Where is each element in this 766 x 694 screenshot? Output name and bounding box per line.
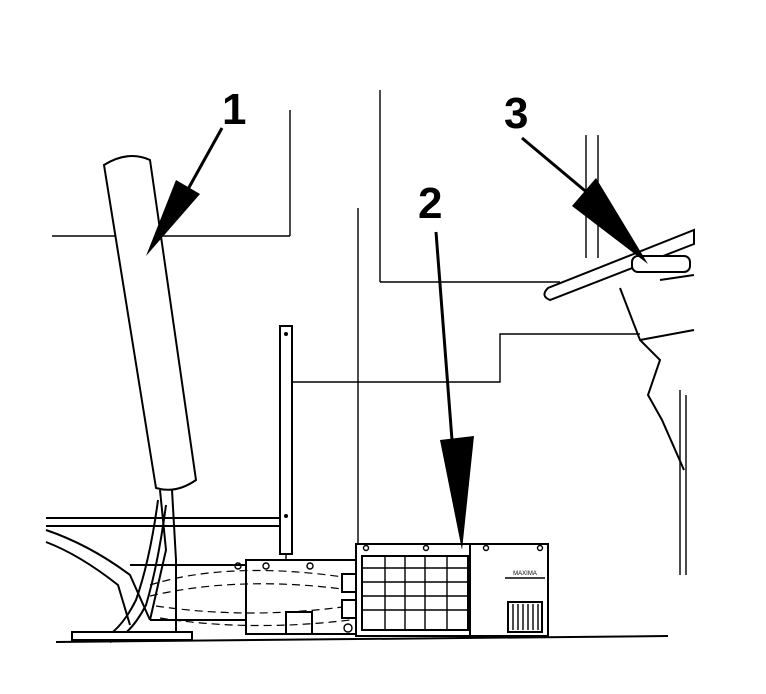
floor-line bbox=[55, 635, 669, 643]
cylinder-tank bbox=[99, 155, 198, 643]
callout-arrow-2 bbox=[434, 231, 474, 550]
callout-label-2: 2 bbox=[418, 179, 442, 228]
callout-label-3: 3 bbox=[504, 89, 528, 138]
base-frame bbox=[45, 517, 359, 641]
unit-grille bbox=[362, 556, 468, 630]
unit-vent bbox=[512, 604, 539, 630]
handle-assembly bbox=[543, 228, 695, 471]
hoses bbox=[149, 569, 357, 633]
unit-badge: MAXIMA bbox=[513, 571, 537, 577]
callout-label-1: 1 bbox=[222, 85, 246, 134]
compressor-unit: MAXIMA bbox=[355, 543, 549, 637]
callout-arrow-3 bbox=[521, 136, 648, 264]
callout-arrow-1 bbox=[146, 127, 224, 256]
